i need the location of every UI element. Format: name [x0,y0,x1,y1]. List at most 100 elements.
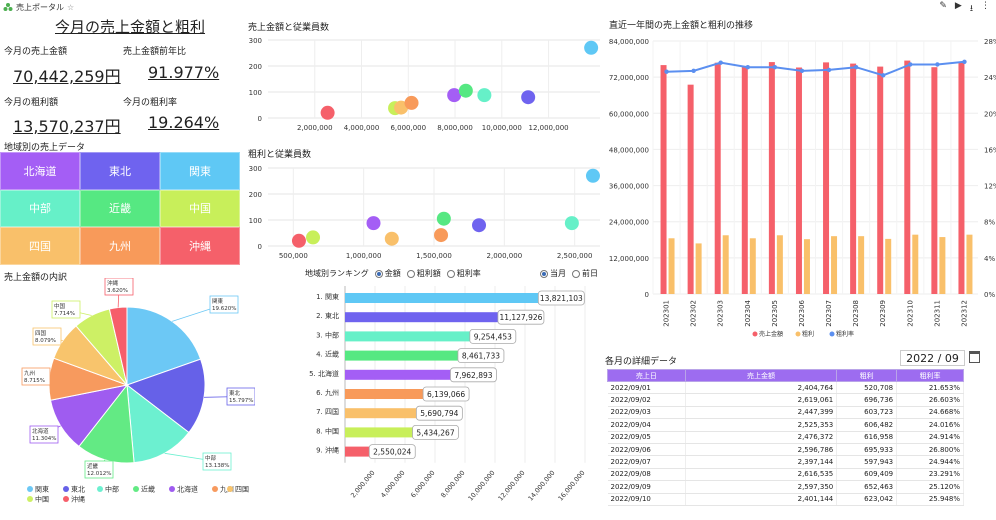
region-cell[interactable]: 中部 [0,189,80,228]
pie-slice[interactable] [126,383,190,464]
ranking-bar[interactable] [345,350,472,361]
scatter-point[interactable] [306,230,321,245]
ranking-bar[interactable] [345,293,553,303]
combo-legend-label[interactable]: 粗利 [802,330,814,338]
scatter-point[interactable] [521,90,536,105]
scatter-point[interactable] [564,216,579,231]
scatter-point[interactable] [384,231,399,246]
scatter-point[interactable] [584,40,599,55]
table-row[interactable]: 2022/09/07 2,397,144 597,943 24.944% [607,455,964,469]
combo-sales-bar[interactable] [768,62,775,294]
month-picker[interactable]: 2022 / 09 [900,350,965,366]
region-cell[interactable]: 四国 [0,227,80,265]
region-cell[interactable]: 関東 [160,152,240,190]
region-cell[interactable]: 東北 [80,152,160,190]
table-row[interactable]: 2022/09/04 2,525,353 606,482 24.016% [607,418,964,432]
table-row[interactable]: 2022/09/03 2,447,399 603,723 24.668% [607,406,964,420]
table-row[interactable]: 2022/09/02 2,619,061 696,736 26.603% [607,393,964,407]
scatter-point[interactable] [447,88,462,103]
ranking-bar[interactable] [345,427,427,438]
combo-rate-point[interactable] [853,65,859,70]
ranking-bar[interactable] [345,331,484,342]
pie-legend-label[interactable]: 中部 [105,485,119,494]
combo-rate-point[interactable] [691,68,696,74]
more-icon[interactable]: ⋮ [981,1,990,11]
combo-profit-bar[interactable] [776,235,783,294]
combo-sales-bar[interactable] [904,60,911,295]
col-margin[interactable]: 粗利率 [896,369,964,382]
scatter-point[interactable] [458,83,473,98]
combo-profit-bar[interactable] [668,238,675,294]
combo-sales-bar[interactable] [850,63,857,294]
scatter-point[interactable] [472,218,487,233]
period-option-month[interactable]: 当月 [540,268,566,279]
combo-profit-bar[interactable] [722,235,729,294]
ranking-bar[interactable] [345,369,465,380]
pie-slice[interactable] [125,358,206,434]
edit-icon[interactable]: ✎ [939,1,947,11]
combo-sales-bar[interactable] [823,62,830,294]
combo-rate-point[interactable] [745,65,750,70]
region-cell[interactable]: 近畿 [80,189,160,228]
pie-legend-label[interactable]: 沖縄 [71,495,85,504]
ranking-option-profit[interactable]: 粗利額 [406,268,441,279]
calendar-icon[interactable] [969,351,980,363]
combo-sales-bar[interactable] [714,62,721,294]
combo-rate-point[interactable] [664,69,669,74]
scatter-point[interactable] [404,95,419,110]
combo-rate-point[interactable] [772,65,778,70]
table-row[interactable]: 2022/09/06 2,596,786 695,933 26.800% [607,443,964,457]
col-profit[interactable]: 粗利 [836,369,898,382]
scatter-point[interactable] [477,88,492,103]
ranking-bar[interactable] [345,312,512,323]
combo-profit-bar[interactable] [695,243,702,294]
pie-legend-label[interactable]: 北海道 [177,485,198,494]
combo-sales-bar[interactable] [958,62,965,294]
combo-rate-point[interactable] [935,62,940,67]
combo-profit-bar[interactable] [831,236,838,294]
pie-legend-label[interactable]: 中国 [35,495,49,504]
pie-legend-label[interactable]: 四国 [235,486,249,494]
combo-profit-bar[interactable] [749,238,756,294]
scatter-point[interactable] [320,105,335,120]
table-row[interactable]: 2022/09/09 2,597,350 652,463 25.120% [607,480,964,494]
combo-rate-line[interactable] [666,60,965,77]
table-row[interactable]: 2022/09/05 2,476,372 616,958 24.914% [607,431,964,444]
scatter-point[interactable] [366,216,381,231]
pie-legend-label[interactable]: 東北 [71,485,85,494]
favorite-star-icon[interactable]: ☆ [67,2,75,12]
combo-sales-bar[interactable] [741,65,748,294]
period-option-day[interactable]: 前日 [572,268,598,279]
download-icon[interactable]: ⭳ [969,4,973,14]
combo-profit-bar[interactable] [912,234,919,294]
combo-profit-bar[interactable] [885,238,892,294]
ranking-bar[interactable] [345,446,384,457]
combo-rate-point[interactable] [826,67,832,73]
pie-legend-label[interactable]: 関東 [35,485,49,494]
combo-profit-bar[interactable] [939,237,946,294]
ranking-bar[interactable] [345,389,438,399]
region-cell[interactable]: 沖縄 [160,227,240,265]
scatter-point[interactable] [434,228,449,243]
region-cell[interactable]: 九州 [80,227,160,265]
combo-rate-point[interactable] [718,60,723,65]
pie-legend-label[interactable]: 近畿 [141,485,155,494]
combo-rate-point[interactable] [881,73,886,78]
table-row[interactable]: 2022/09/10 2,401,144 623,042 25.948% [607,493,964,506]
combo-rate-point[interactable] [799,68,805,74]
combo-profit-bar[interactable] [858,236,865,294]
col-sales[interactable]: 売上金額 [684,369,838,382]
combo-sales-bar[interactable] [795,67,802,294]
combo-profit-bar[interactable] [966,234,973,294]
combo-rate-point[interactable] [962,59,967,64]
combo-sales-bar[interactable] [877,66,884,294]
ranking-option-amount[interactable]: 金額 [374,268,401,279]
scatter-point[interactable] [585,168,600,183]
combo-sales-bar[interactable] [687,84,694,294]
combo-profit-bar[interactable] [803,239,810,294]
combo-sales-bar[interactable] [660,65,667,294]
scatter-point[interactable] [291,233,306,248]
play-icon[interactable]: ▶ [954,1,962,11]
region-cell[interactable]: 北海道 [0,152,80,190]
table-row[interactable]: 2022/09/08 2,616,535 609,409 23.291% [607,468,964,482]
